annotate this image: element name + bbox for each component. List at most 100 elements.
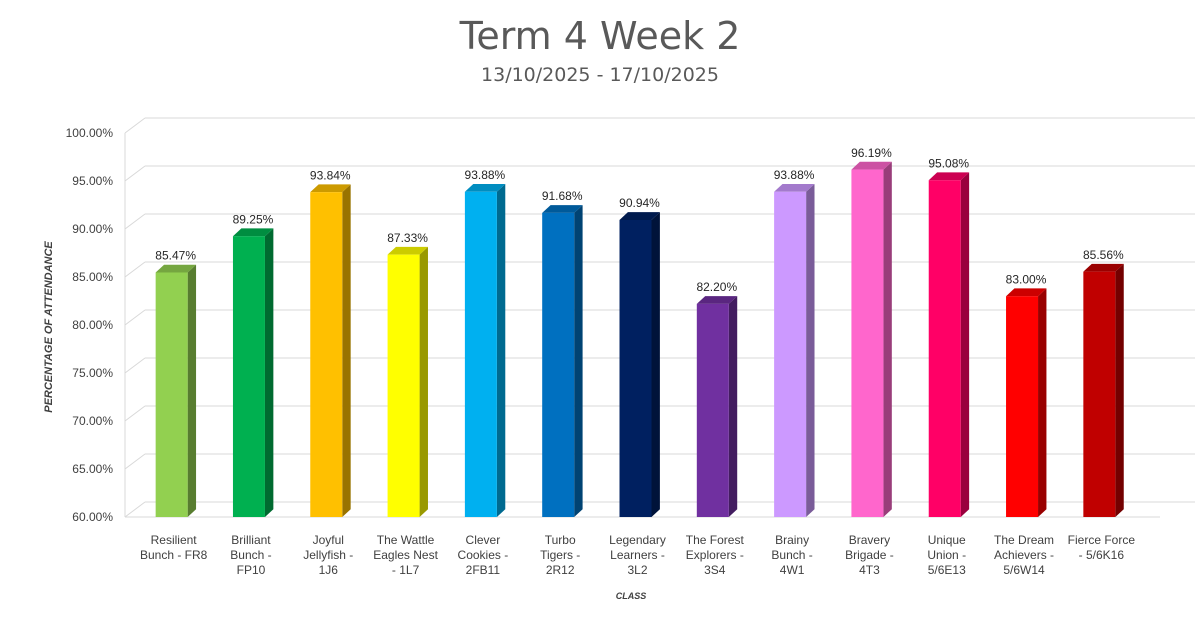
- bar-side: [806, 183, 815, 517]
- bar-front: [928, 180, 961, 517]
- data-label: 82.20%: [696, 280, 737, 294]
- bar-side: [187, 264, 197, 517]
- bars: [155, 161, 1124, 518]
- bar-front: [542, 212, 575, 517]
- gridline-side: [124, 405, 146, 422]
- gridline-side: [124, 165, 146, 182]
- category-label: Resilient Bunch - FR8: [140, 533, 208, 562]
- y-tick-label: 95.00%: [72, 174, 113, 188]
- bar-front: [1083, 271, 1116, 517]
- bar: [774, 183, 815, 517]
- y-axis-title: PERCENTAGE OF ATTENDANCE: [43, 241, 55, 413]
- bar-side: [651, 212, 660, 517]
- bar-side: [419, 246, 428, 517]
- data-label: 95.08%: [928, 156, 969, 170]
- x-axis-title: CLASS: [616, 591, 647, 601]
- y-tick-label: 70.00%: [72, 414, 113, 428]
- y-tick-label: 60.00%: [72, 510, 113, 524]
- category-label: Turbo Tigers -2R12: [540, 533, 580, 577]
- bar-side: [728, 296, 738, 517]
- bar-top: [232, 228, 274, 237]
- data-label: 89.25%: [233, 212, 274, 226]
- category-label: Unique Union -5/6E13: [927, 533, 966, 577]
- gridline-side: [124, 213, 146, 230]
- data-label: 93.84%: [310, 168, 351, 182]
- bar-front: [1006, 296, 1039, 517]
- bar-top: [1006, 288, 1047, 297]
- data-label: 93.88%: [774, 168, 815, 182]
- bar: [1006, 288, 1047, 517]
- data-label: 90.94%: [619, 196, 660, 210]
- bar: [696, 296, 738, 517]
- bar-side: [264, 228, 274, 517]
- bar-side: [496, 183, 506, 517]
- data-label: 83.00%: [1006, 272, 1047, 286]
- bar-top: [542, 205, 583, 213]
- bar-front: [155, 272, 188, 517]
- category-label: The Forest Explorers -3S4: [686, 533, 745, 577]
- y-tick-label: 80.00%: [72, 318, 113, 332]
- bar: [542, 205, 583, 517]
- bar: [619, 212, 660, 517]
- bar-front: [774, 191, 807, 517]
- data-labels: 85.47% 89.25% 93.84% 87.33% 93.88% 91.68% 90.9…: [155, 146, 1124, 294]
- bar-top: [310, 184, 351, 193]
- category-label: Brilliant Bunch -FP10: [230, 533, 271, 577]
- data-label: 85.47%: [155, 249, 196, 263]
- y-tick-label: 85.00%: [72, 270, 113, 284]
- bar: [928, 172, 970, 517]
- bar-front: [232, 236, 265, 517]
- y-tick-label: 90.00%: [72, 222, 113, 236]
- bar-side: [883, 161, 892, 517]
- y-tick-label: 100.00%: [66, 126, 114, 140]
- bar-front: [851, 169, 884, 518]
- gridline-side: [124, 357, 146, 374]
- category-labels: Resilient Bunch - FR8 Brilliant Bunch -FP10…: [140, 533, 1135, 577]
- category-label: Bravery Brigade -4T3: [845, 533, 894, 577]
- bar-top: [464, 183, 506, 192]
- data-label: 85.56%: [1083, 248, 1124, 262]
- gridline-side: [124, 261, 146, 278]
- data-label: 87.33%: [387, 231, 428, 245]
- bar-top: [696, 296, 738, 304]
- bar-front: [310, 192, 343, 518]
- bar-top: [774, 183, 815, 192]
- bar-side: [1115, 263, 1124, 517]
- bar-front: [619, 219, 652, 517]
- bar: [851, 161, 892, 518]
- y-tick-label: 75.00%: [72, 366, 113, 380]
- category-label: Legendary Learners -3L2: [609, 533, 666, 577]
- bar: [232, 228, 274, 517]
- gridline-side: [124, 453, 146, 470]
- bar-front: [696, 303, 729, 517]
- bar-front: [387, 254, 420, 517]
- bar-top: [928, 172, 970, 181]
- data-label: 96.19%: [851, 146, 892, 160]
- bar-top: [851, 161, 892, 170]
- bar-side: [574, 205, 583, 517]
- category-label: Clever Cookies -2FB11: [458, 533, 509, 577]
- gridline-side: [124, 501, 146, 518]
- bar-side: [960, 172, 970, 517]
- category-label: Fierce Force - 5/6K16: [1068, 533, 1136, 562]
- chart-title: Term 4 Week 2: [459, 14, 741, 58]
- category-label: The Wattle Eagles Nest - 1L7: [373, 533, 438, 577]
- y-tick-label: 65.00%: [72, 462, 113, 476]
- data-label: 93.88%: [465, 168, 506, 182]
- bar: [310, 184, 351, 518]
- bar-side: [342, 184, 351, 517]
- bar-top: [387, 246, 428, 255]
- bar: [387, 246, 428, 517]
- category-label: Joyful Jellyfish -1J6: [303, 533, 353, 577]
- bar: [1083, 263, 1124, 517]
- bar-top: [155, 264, 197, 273]
- bar-side: [1038, 288, 1047, 517]
- y-axis-ticks: 60.00% 65.00% 70.00% 75.00% 80.00% 85.00% 90.0…: [66, 126, 114, 524]
- data-label: 91.68%: [542, 189, 583, 203]
- category-label: Brainy Bunch -4W1: [771, 533, 812, 577]
- gridline-side: [124, 117, 146, 134]
- bar: [464, 183, 506, 517]
- gridline-side: [124, 309, 146, 326]
- bar-top: [619, 212, 660, 220]
